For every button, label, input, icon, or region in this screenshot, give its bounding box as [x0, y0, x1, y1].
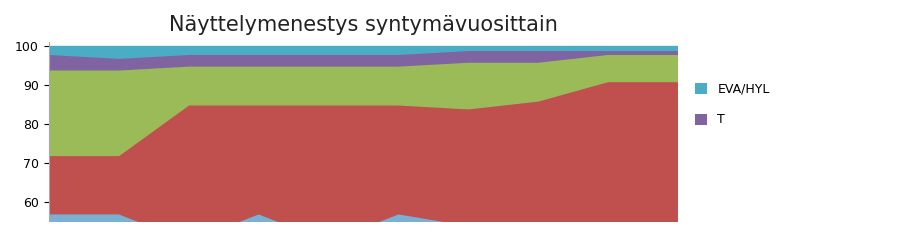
Legend: EVA/HYL, T: EVA/HYL, T	[690, 78, 775, 131]
Title: Näyttelymenestys syntymävuosittain: Näyttelymenestys syntymävuosittain	[168, 15, 558, 35]
